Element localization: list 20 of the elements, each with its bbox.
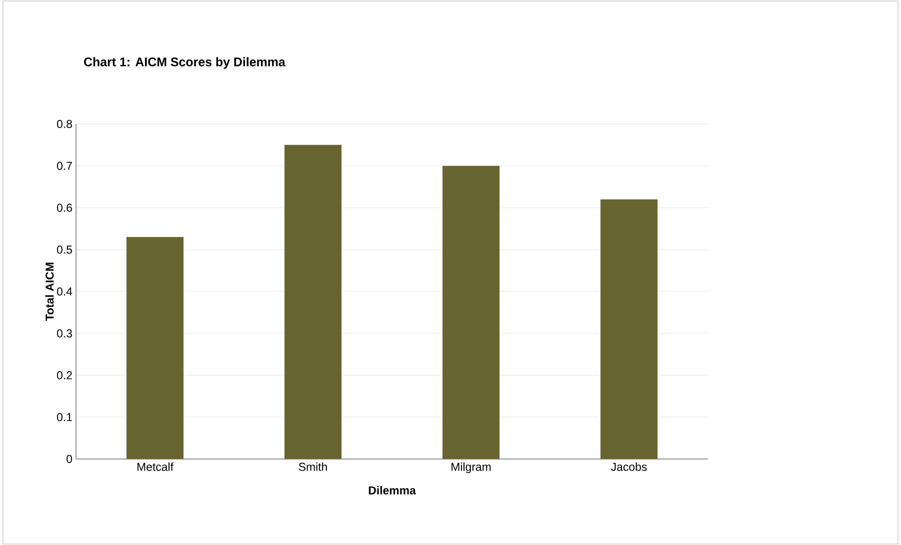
bar (442, 166, 500, 459)
x-axis-title: Dilemma (368, 486, 416, 494)
x-tick-label: Metcalf (137, 462, 174, 471)
bar (126, 237, 184, 459)
y-tick-label: 0.5 (57, 246, 72, 254)
x-tick-label: Jacobs (611, 462, 647, 471)
y-axis-title: Total AICM (45, 262, 54, 321)
bar (600, 199, 658, 459)
y-tick-label: 0.3 (57, 329, 72, 338)
y-tick-label: 0.6 (57, 204, 72, 212)
y-tick-label: 0.1 (57, 413, 72, 422)
x-tick-label: Smith (298, 462, 327, 471)
y-tick-label: 0.8 (57, 120, 72, 128)
chart-title: Chart 1: AICM Scores by Dilemma (84, 57, 286, 69)
bar (284, 144, 342, 459)
x-tick-label: Milgram (452, 462, 491, 474)
y-tick-label: 0.2 (57, 371, 72, 380)
y-tick-label: 0 (66, 454, 72, 464)
y-tick-label: 0.4 (57, 287, 72, 296)
y-tick-label: 0.7 (57, 162, 72, 170)
